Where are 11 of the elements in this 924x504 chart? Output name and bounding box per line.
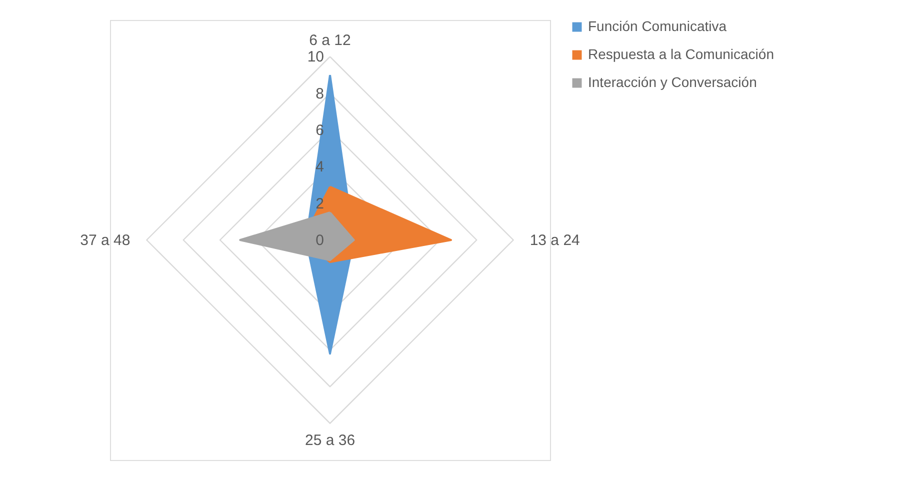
y-tick-label: 4 [316, 158, 324, 176]
spoke-label: 6 a 12 [309, 32, 351, 50]
legend-label: Respuesta a la Comunicación [588, 46, 774, 62]
spoke-label: 37 a 48 [80, 232, 130, 249]
y-tick-label: 0 [316, 232, 324, 249]
y-tick-label: 8 [316, 85, 324, 102]
legend-label: Función Comunicativa [588, 18, 727, 34]
legend-label: Interacción y Conversación [588, 74, 757, 90]
spoke-label: 13 a 24 [530, 232, 580, 249]
y-tick-label: 10 [307, 48, 324, 66]
spoke-label: 25 a 36 [304, 432, 356, 449]
